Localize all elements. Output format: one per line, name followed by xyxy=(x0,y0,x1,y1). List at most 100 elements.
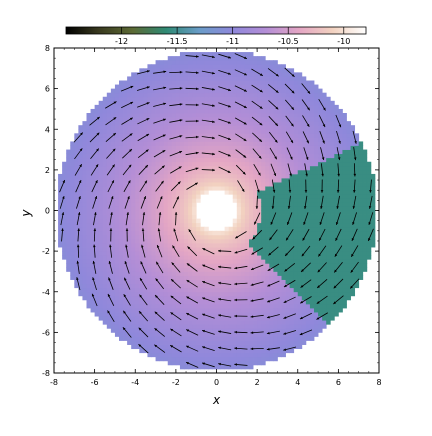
heatmap-cell xyxy=(160,276,164,280)
heatmap-cell xyxy=(225,101,229,105)
heatmap-cell xyxy=(208,324,212,328)
heatmap-cell xyxy=(294,198,298,202)
heatmap-cell xyxy=(135,89,139,93)
heatmap-cell xyxy=(188,211,192,215)
heatmap-cell xyxy=(314,211,318,215)
heatmap-cell xyxy=(70,182,74,186)
heatmap-cell xyxy=(200,341,204,345)
heatmap-cell xyxy=(184,365,188,369)
heatmap-cell xyxy=(152,113,156,117)
heatmap-cell xyxy=(326,312,330,316)
heatmap-cell xyxy=(172,320,176,324)
heatmap-cell xyxy=(294,206,298,210)
heatmap-cell xyxy=(342,300,346,304)
heatmap-cell xyxy=(229,292,233,296)
heatmap-cell xyxy=(152,85,156,89)
heatmap-cell xyxy=(172,190,176,194)
heatmap-cell xyxy=(257,304,261,308)
heatmap-cell xyxy=(286,93,290,97)
heatmap-cell xyxy=(200,97,204,101)
heatmap-cell xyxy=(160,312,164,316)
heatmap-cell xyxy=(103,292,107,296)
heatmap-cell xyxy=(282,113,286,117)
heatmap-cell xyxy=(363,239,367,243)
heatmap-cell xyxy=(123,284,127,288)
heatmap-cell xyxy=(147,316,151,320)
heatmap-cell xyxy=(192,154,196,158)
heatmap-cell xyxy=(111,271,115,275)
heatmap-cell xyxy=(310,243,314,247)
heatmap-cell xyxy=(200,324,204,328)
heatmap-cell xyxy=(176,324,180,328)
heatmap-cell xyxy=(217,158,221,162)
heatmap-cell xyxy=(115,255,119,259)
heatmap-cell xyxy=(342,263,346,267)
heatmap-cell xyxy=(359,259,363,263)
heatmap-cell xyxy=(245,353,249,357)
heatmap-cell xyxy=(135,129,139,133)
heatmap-cell xyxy=(143,336,147,340)
heatmap-cell xyxy=(277,251,281,255)
heatmap-cell xyxy=(351,227,355,231)
heatmap-cell xyxy=(298,72,302,76)
heatmap-cell xyxy=(184,141,188,145)
heatmap-cell xyxy=(298,296,302,300)
heatmap-cell xyxy=(212,146,216,150)
heatmap-cell xyxy=(294,227,298,231)
heatmap-cell xyxy=(212,320,216,324)
heatmap-cell xyxy=(196,162,200,166)
heatmap-cell xyxy=(221,284,225,288)
heatmap-cell xyxy=(233,56,237,60)
heatmap-cell xyxy=(282,109,286,113)
heatmap-cell xyxy=(294,133,298,137)
heatmap-cell xyxy=(241,336,245,340)
heatmap-cell xyxy=(286,324,290,328)
heatmap-cell xyxy=(221,60,225,64)
heatmap-cell xyxy=(172,271,176,275)
heatmap-cell xyxy=(131,202,135,206)
heatmap-cell xyxy=(253,349,257,353)
heatmap-cell xyxy=(322,320,326,324)
heatmap-cell xyxy=(290,97,294,101)
heatmap-cell xyxy=(237,198,241,202)
heatmap-cell xyxy=(212,288,216,292)
heatmap-cell xyxy=(302,121,306,125)
heatmap-cell xyxy=(334,211,338,215)
heatmap-cell xyxy=(347,255,351,259)
heatmap-cell xyxy=(176,227,180,231)
heatmap-cell xyxy=(192,288,196,292)
heatmap-cell xyxy=(188,239,192,243)
heatmap-cell xyxy=(184,349,188,353)
heatmap-cell xyxy=(282,125,286,129)
heatmap-cell xyxy=(229,68,233,72)
heatmap-cell xyxy=(176,158,180,162)
heatmap-cell xyxy=(253,141,257,145)
heatmap-cell xyxy=(314,170,318,174)
heatmap-cell xyxy=(168,284,172,288)
heatmap-cell xyxy=(156,308,160,312)
heatmap-cell xyxy=(184,227,188,231)
heatmap-cell xyxy=(99,186,103,190)
heatmap-cell xyxy=(229,239,233,243)
heatmap-cell xyxy=(241,60,245,64)
heatmap-cell xyxy=(294,101,298,105)
heatmap-cell xyxy=(221,332,225,336)
heatmap-cell xyxy=(172,125,176,129)
heatmap-cell xyxy=(208,186,212,190)
heatmap-cell xyxy=(257,259,261,263)
heatmap-cell xyxy=(326,97,330,101)
heatmap-cell xyxy=(310,255,314,259)
heatmap-cell xyxy=(282,158,286,162)
heatmap-cell xyxy=(282,137,286,141)
heatmap-cell xyxy=(188,190,192,194)
heatmap-cell xyxy=(294,170,298,174)
heatmap-cell xyxy=(290,227,294,231)
heatmap-cell xyxy=(188,105,192,109)
heatmap-cell xyxy=(310,150,314,154)
heatmap-cell xyxy=(221,341,225,345)
heatmap-cell xyxy=(217,320,221,324)
heatmap-cell xyxy=(265,280,269,284)
heatmap-cell xyxy=(111,190,115,194)
heatmap-cell xyxy=(131,251,135,255)
heatmap-cell xyxy=(119,304,123,308)
